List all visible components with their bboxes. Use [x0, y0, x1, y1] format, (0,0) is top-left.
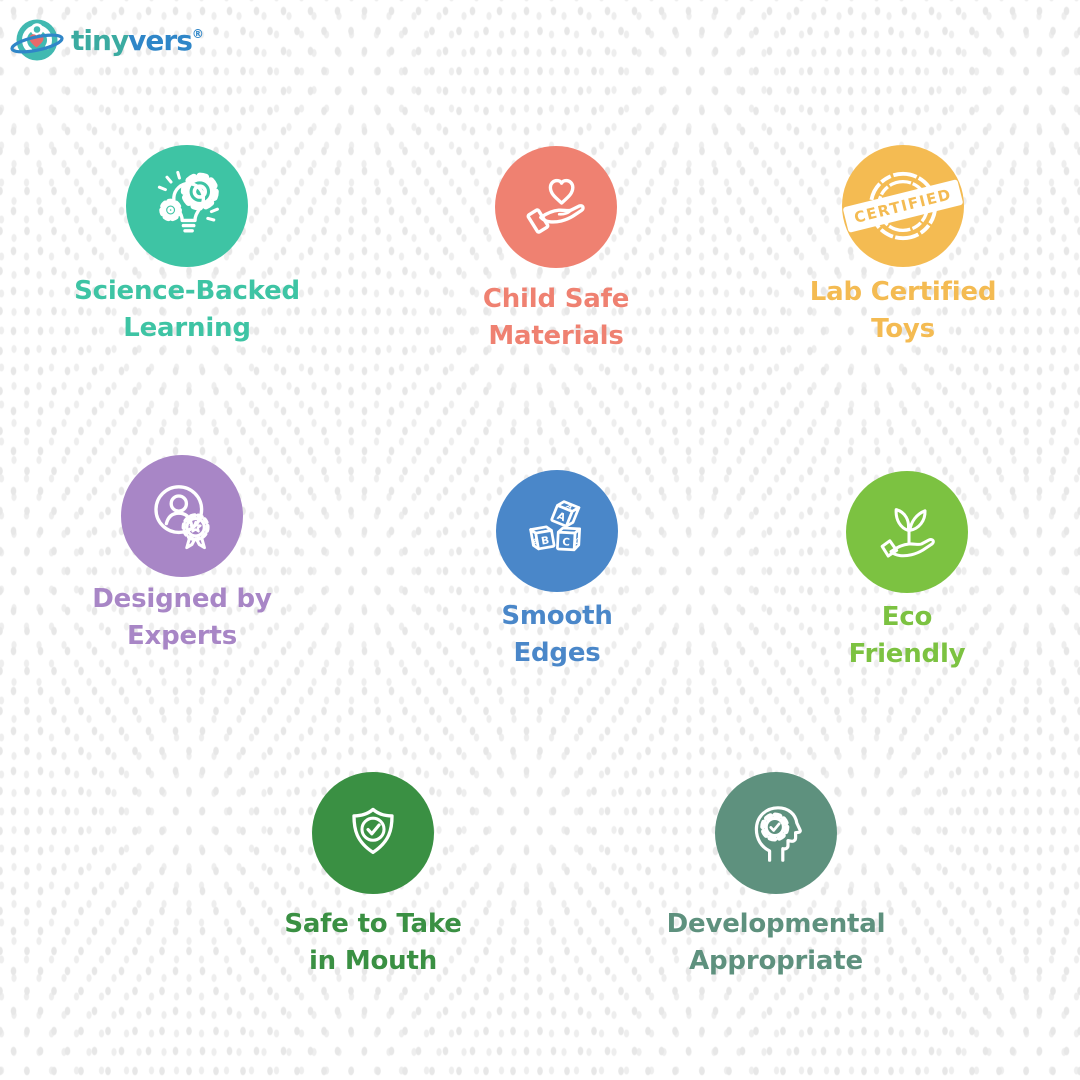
feature-label-line1: Developmental: [666, 909, 886, 939]
feature-label-line2: Experts: [126, 621, 238, 651]
feature-label-line1: Safe to Take: [284, 909, 462, 939]
brand-wordmark-vers: vers: [128, 24, 193, 57]
feature-label-line2: Toys: [871, 314, 935, 344]
feature-badge-science-backed-learning: Science-Backed Learning: [27, 145, 347, 347]
feature-circle: [126, 145, 248, 267]
expert-ribbon-badge-icon: [154, 485, 210, 550]
svg-text:C: C: [562, 536, 570, 548]
svg-text:B: B: [540, 534, 550, 547]
svg-text:B: B: [533, 536, 538, 548]
feature-label-line1: Child Safe: [482, 284, 630, 314]
feature-badge-safe-to-take-in-mouth: Safe to Take in Mouth: [213, 772, 533, 980]
brand-wordmark: tinyvers®: [71, 27, 204, 55]
feature-label-line1: Smooth: [501, 601, 613, 631]
svg-text:C: C: [575, 536, 579, 547]
feature-label-line1: Science-Backed: [74, 276, 300, 306]
feature-label-line1: Lab Certified: [809, 277, 997, 307]
registered-mark: ®: [191, 27, 204, 41]
feature-badge-child-safe-materials: Child Safe Materials: [396, 146, 716, 355]
feature-label: Child Safe Materials: [396, 281, 716, 355]
block-b: B B: [529, 525, 556, 551]
feature-circle: CERTIFIED: [842, 145, 964, 267]
feature-label-line2: in Mouth: [308, 946, 438, 976]
feature-badge-smooth-edges: A A B B C C: [397, 470, 717, 672]
bulb-gears-icon: [157, 170, 219, 233]
brand-logo: tinyvers®: [10, 16, 204, 66]
svg-text:A: A: [564, 503, 576, 510]
feature-badge-lab-certified-toys: CERTIFIED Lab Certified Toys: [743, 145, 1063, 348]
feature-circle: [495, 146, 617, 268]
feature-label-line2: Friendly: [848, 639, 966, 669]
feature-badge-designed-by-experts: Designed by Experts: [22, 455, 342, 655]
feature-circle: A A B B C C: [496, 470, 618, 592]
feature-label-line2: Edges: [513, 638, 601, 668]
svg-text:A: A: [555, 510, 567, 524]
feature-label: Designed by Experts: [22, 581, 342, 655]
abc-blocks-icon: A A B B C C: [529, 500, 581, 552]
block-a: A A: [550, 500, 581, 528]
feature-circle: [846, 471, 968, 593]
hand-heart-icon: [526, 178, 585, 234]
feature-label-line1: Designed by: [92, 584, 272, 614]
feature-label: Safe to Take in Mouth: [213, 906, 533, 980]
feature-label: Smooth Edges: [397, 598, 717, 672]
feature-label-line2: Learning: [123, 313, 251, 343]
brand-wordmark-tiny: tiny: [71, 24, 129, 57]
feature-circle: [312, 772, 434, 894]
feature-label-line1: Eco: [881, 602, 933, 632]
feature-label: Science-Backed Learning: [27, 273, 347, 347]
feature-label: Developmental Appropriate: [616, 906, 936, 980]
feature-label: Lab Certified Toys: [743, 274, 1063, 348]
feature-badge-eco-friendly: Eco Friendly: [747, 471, 1067, 673]
feature-label: Eco Friendly: [747, 599, 1067, 673]
feature-label-line2: Materials: [488, 321, 624, 351]
feature-circle: [715, 772, 837, 894]
shield-check-icon: [352, 807, 394, 855]
head-gear-check-icon: [754, 806, 802, 862]
block-c: C C: [556, 526, 581, 552]
feature-circle: [121, 455, 243, 577]
feature-badge-developmental-appropriate: Developmental Appropriate: [616, 772, 936, 980]
feature-label-line2: Appropriate: [689, 946, 863, 976]
parent-child-heart-orbit-icon: [10, 19, 64, 61]
hand-plant-icon: [880, 508, 935, 558]
